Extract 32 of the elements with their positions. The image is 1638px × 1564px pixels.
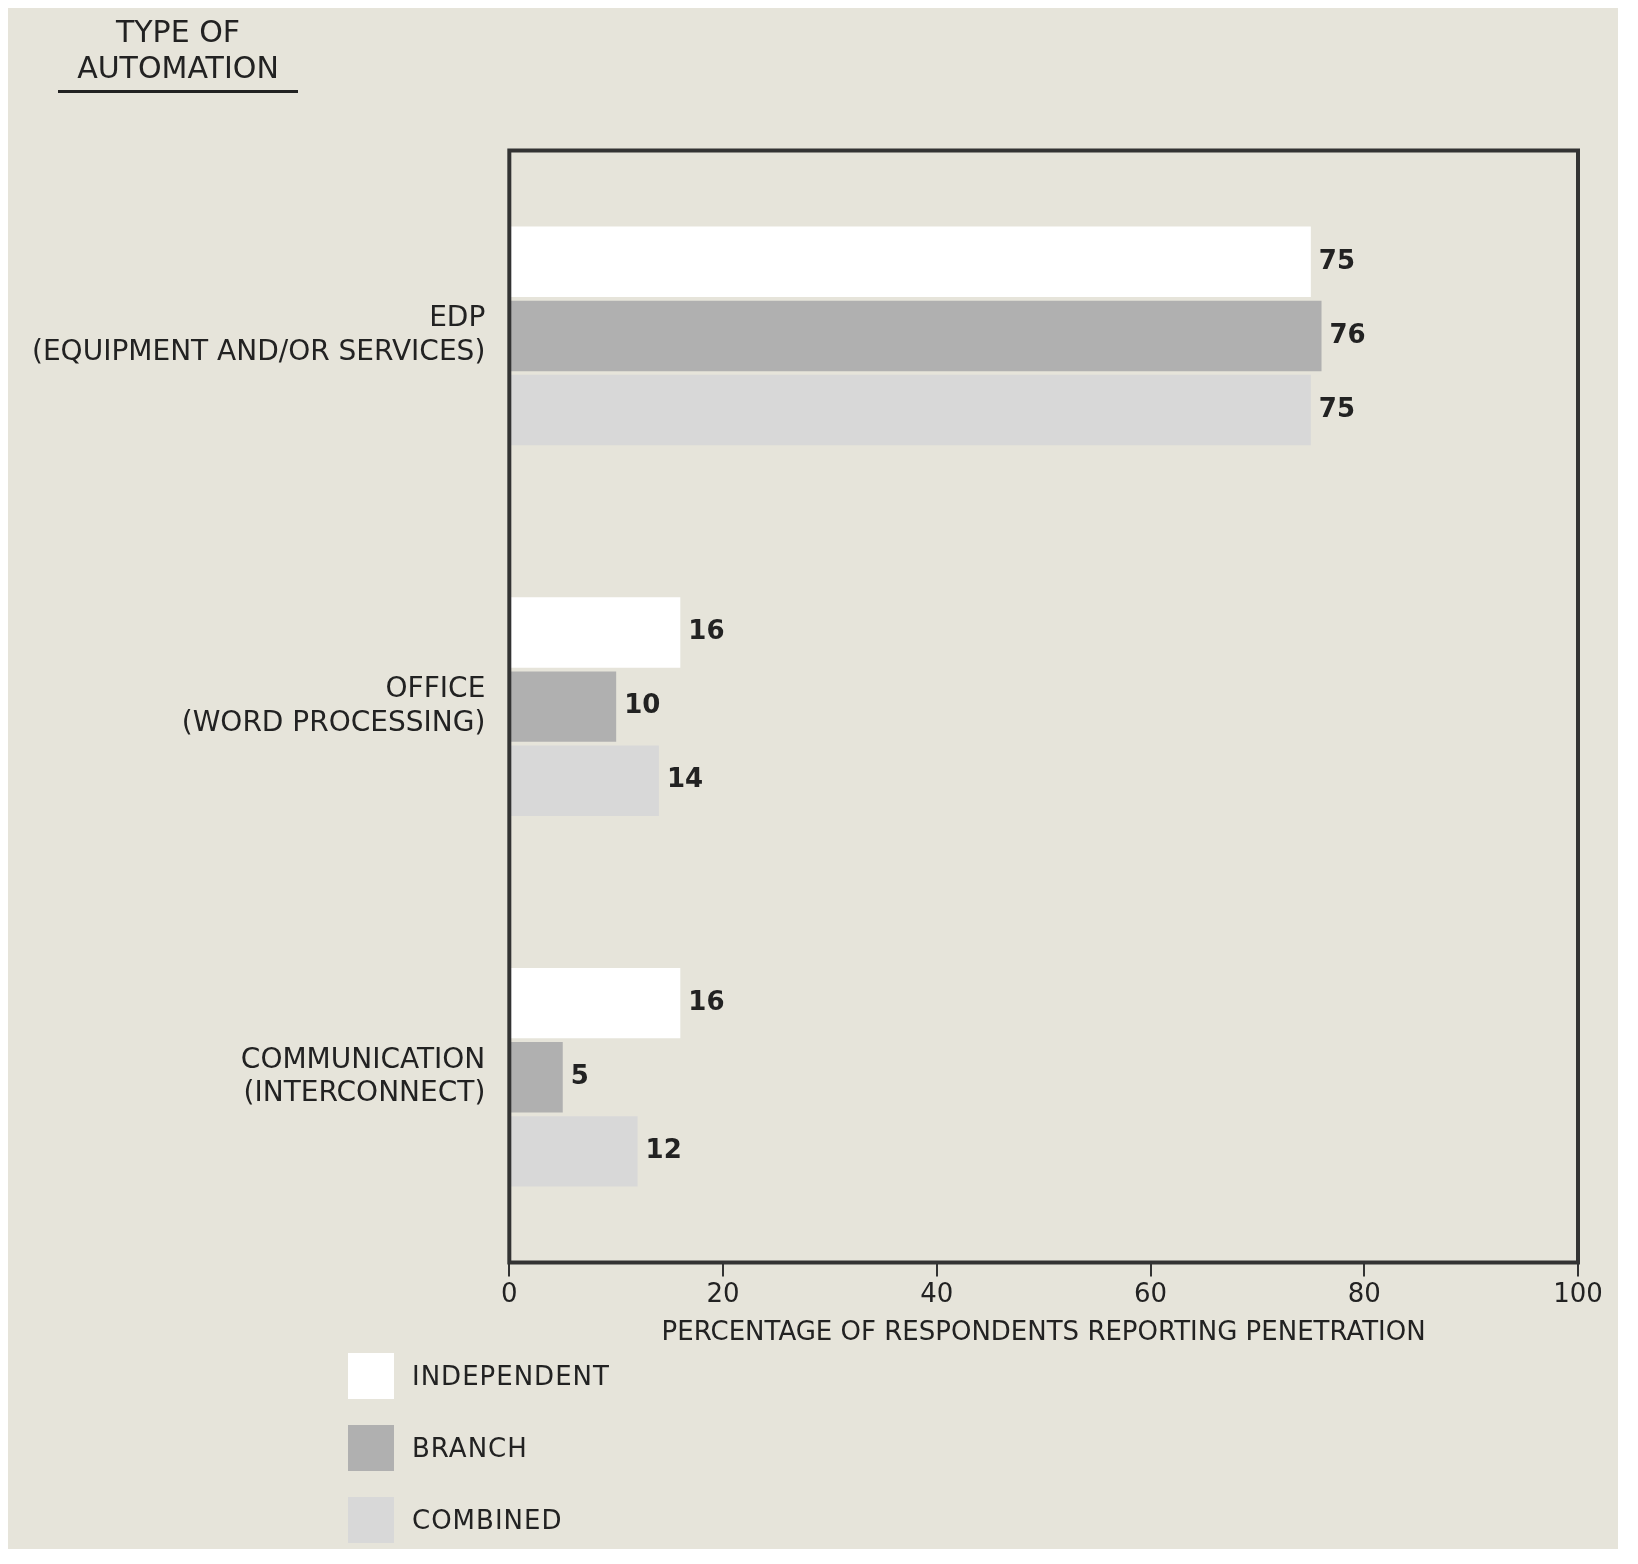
data-label: 16 <box>688 985 725 1016</box>
data-label: 5 <box>570 1060 589 1091</box>
x-tick-label: 20 <box>706 1277 740 1308</box>
legend-label: BRANCH <box>412 1433 528 1463</box>
y-tick-label: OFFICE (WORD PROCESSING) <box>181 671 486 738</box>
x-axis-title: PERCENTAGE OF RESPONDENTS REPORTING PENETRATION <box>661 1316 1426 1347</box>
x-tick-label: 40 <box>920 1277 954 1308</box>
x-tick-label: 60 <box>1133 1277 1168 1308</box>
bar <box>510 226 1311 298</box>
bar <box>510 1116 638 1187</box>
legend-label: COMBINED <box>412 1505 563 1535</box>
x-tick-label: 80 <box>1347 1277 1381 1308</box>
bar <box>510 597 681 668</box>
y-tick-label: EDP (EQUIPMENT AND/OR SERVICES) <box>31 300 486 368</box>
bar <box>510 300 1322 372</box>
x-tick-label: 100 <box>1553 1277 1603 1308</box>
y-tick-label: COMMUNICATION (INTERCONNECT) <box>240 1041 486 1109</box>
data-label: 16 <box>688 615 725 646</box>
data-label: 75 <box>1318 244 1356 275</box>
bar <box>510 671 617 742</box>
bar <box>510 374 1311 446</box>
data-label: 14 <box>666 763 704 794</box>
data-label: 76 <box>1329 318 1366 349</box>
data-label: 12 <box>645 1134 682 1165</box>
legend-label: INDEPENDENT <box>412 1361 610 1391</box>
bar <box>510 1042 563 1113</box>
bar <box>510 745 659 816</box>
data-label: 75 <box>1318 392 1356 423</box>
y-axis-title: TYPE OF AUTOMATION <box>58 14 298 93</box>
x-tick-label: 0 <box>501 1277 518 1308</box>
data-label: 10 <box>624 689 661 720</box>
bar <box>510 967 681 1039</box>
